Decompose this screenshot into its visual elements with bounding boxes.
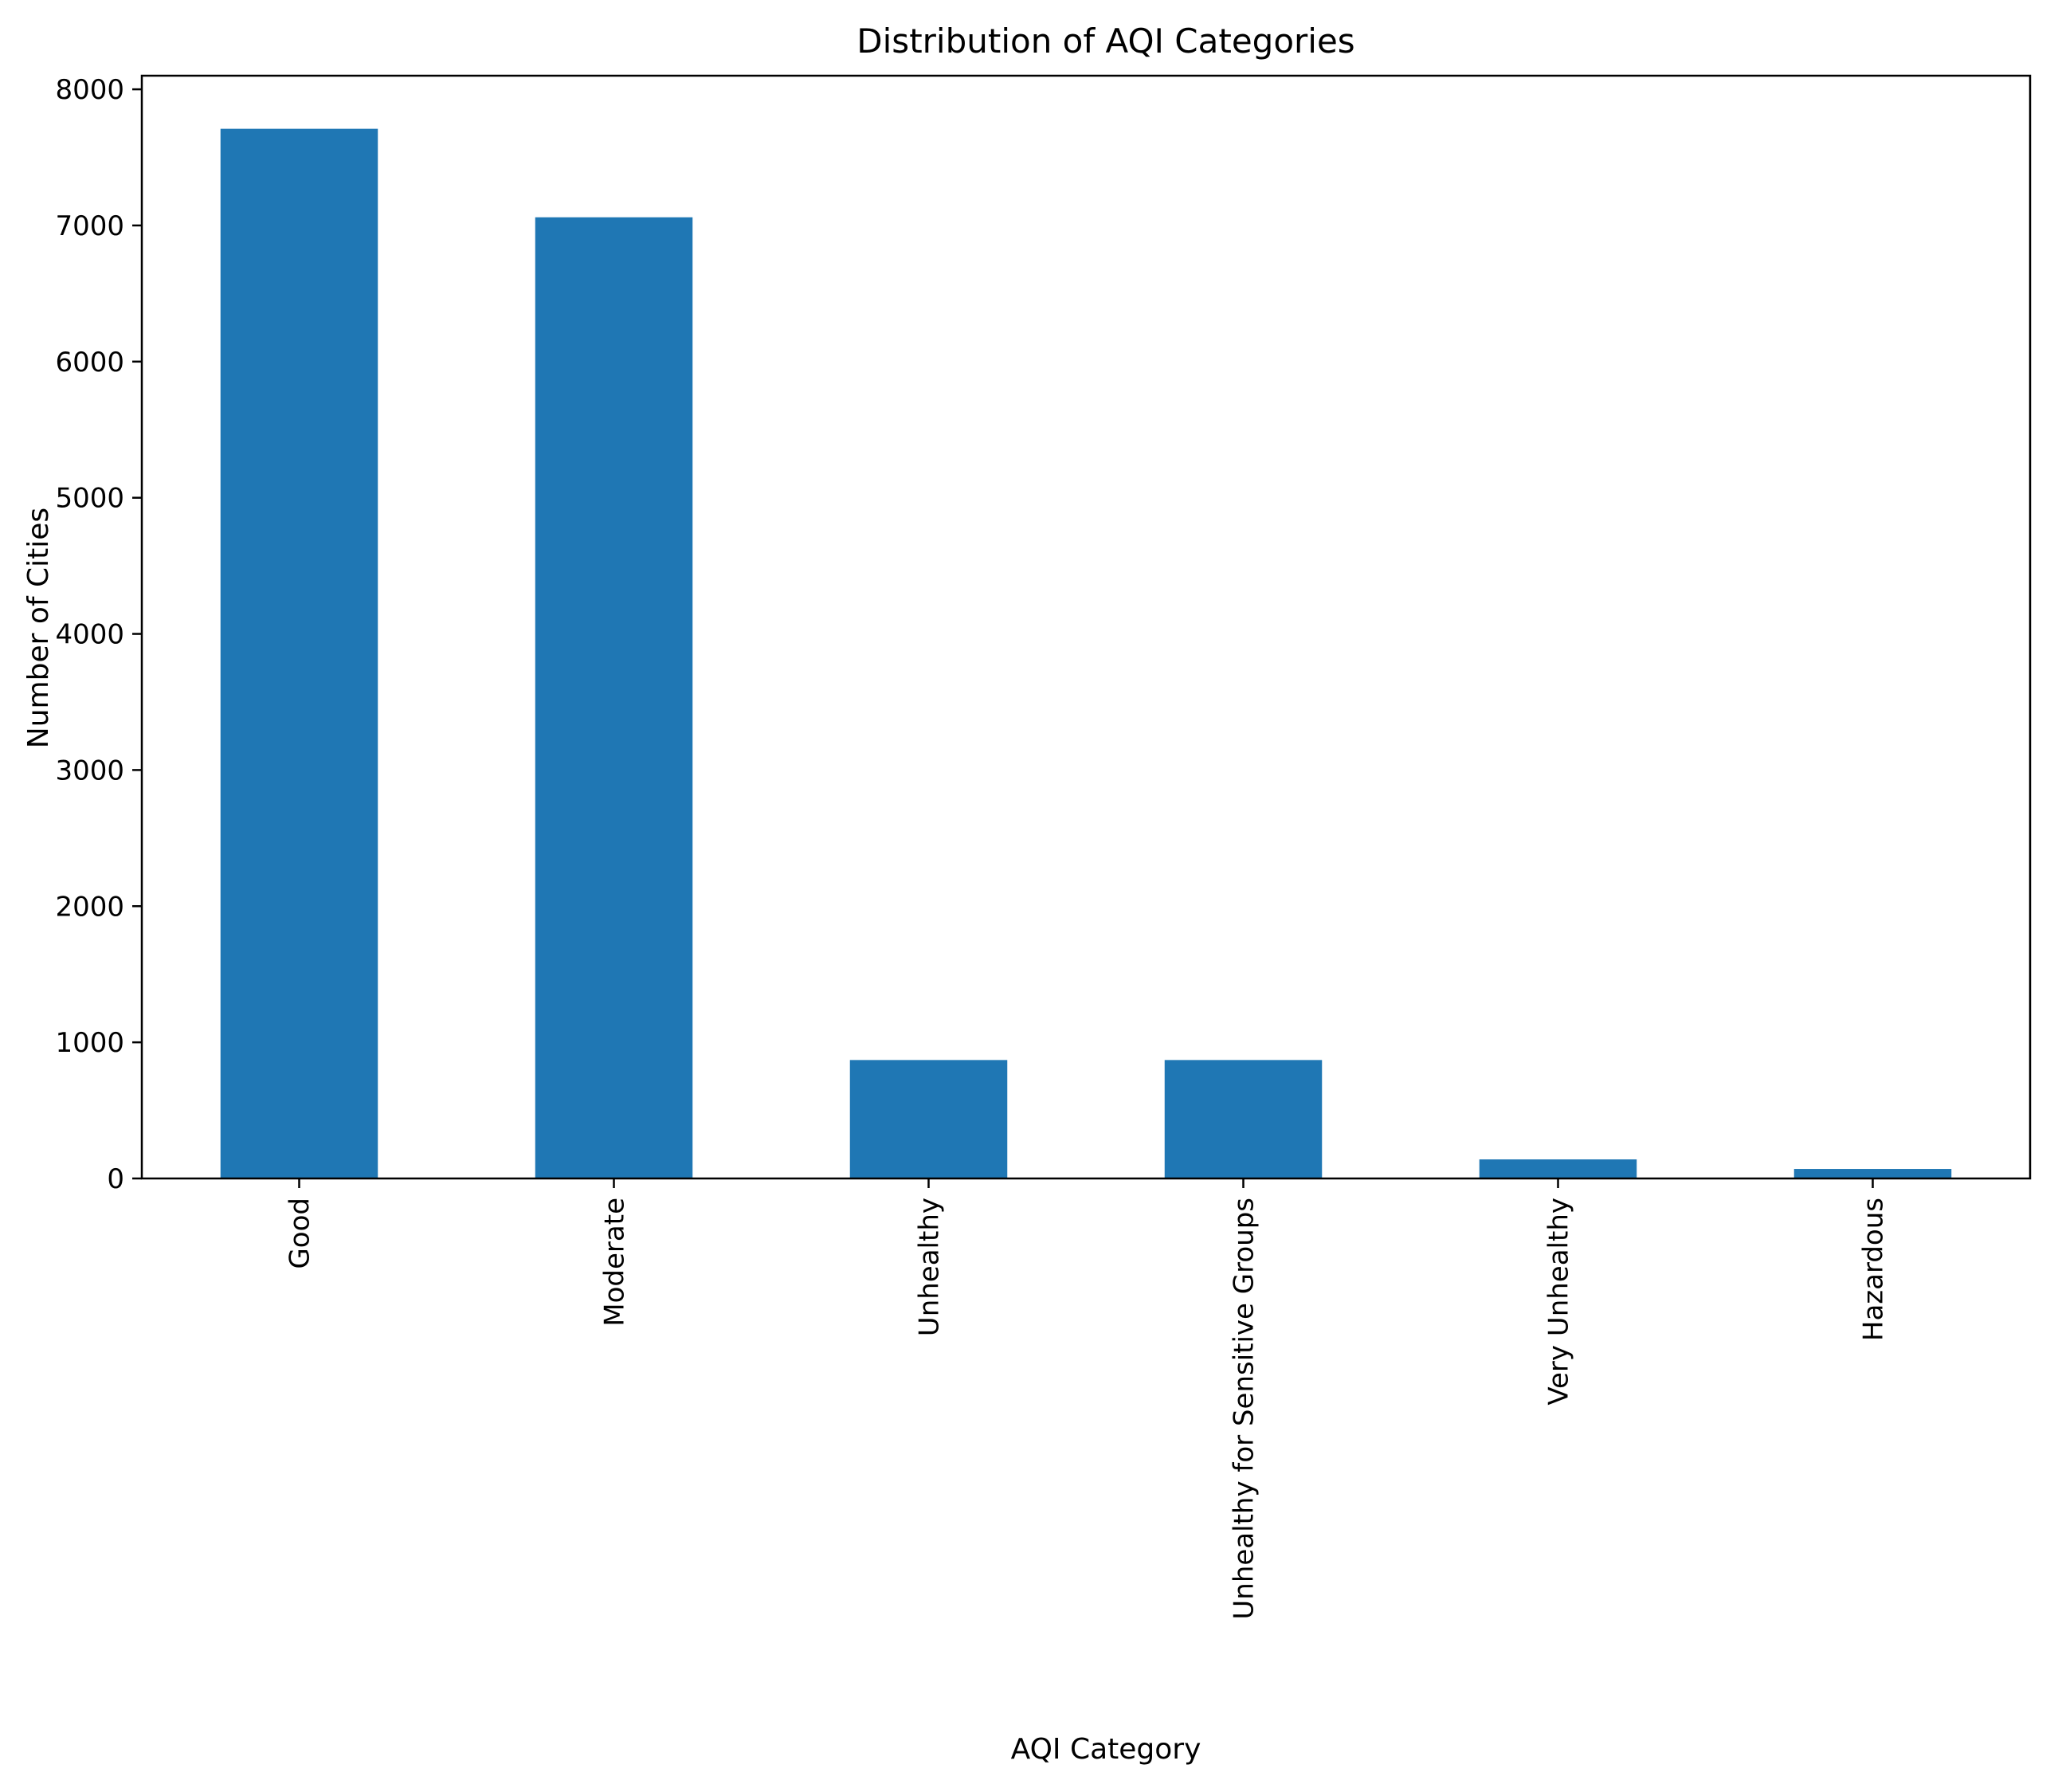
x-tick-label-4: Very Unhealthy — [1543, 1198, 1575, 1406]
y-tick-label-1: 1000 — [55, 1027, 124, 1059]
y-tick-label-3: 3000 — [55, 755, 124, 786]
y-tick-label-2: 2000 — [55, 891, 124, 923]
x-tick-label-3: Unhealthy for Sensitive Groups — [1229, 1198, 1260, 1620]
y-tick-label-8: 8000 — [55, 74, 124, 106]
plot-area — [140, 74, 2032, 1180]
bar-0 — [220, 128, 378, 1178]
bar-1 — [535, 217, 693, 1179]
y-tick-label-4: 4000 — [55, 619, 124, 651]
x-tick-label-0: Good — [284, 1198, 316, 1269]
x-axis: Good Moderate Unhealthy Unhealthy for Sensi… — [284, 1178, 1890, 1620]
plot-frame — [140, 74, 2032, 1180]
y-tick-label-7: 7000 — [55, 210, 124, 242]
x-tick-label-2: Unhealthy — [914, 1198, 946, 1336]
y-axis: 0 1000 2000 3000 4000 5000 6000 7000 8000 — [55, 74, 142, 1195]
x-tick-label-1: Moderate — [599, 1198, 631, 1327]
y-tick-label-6: 6000 — [55, 347, 124, 378]
bar-5 — [1793, 1169, 1952, 1178]
y-axis-label: Number of Cities — [22, 508, 55, 748]
bar-3 — [1164, 1060, 1323, 1178]
x-tick-label-5: Hazardous — [1858, 1198, 1890, 1341]
y-tick-label-5: 5000 — [55, 483, 124, 515]
x-axis-label: AQI Category — [1011, 1733, 1201, 1766]
y-tick-label-0: 0 — [107, 1163, 124, 1195]
bar-2 — [849, 1060, 1008, 1178]
bar-4 — [1479, 1159, 1637, 1178]
chart-title: Distribution of AQI Categories — [856, 22, 1354, 61]
